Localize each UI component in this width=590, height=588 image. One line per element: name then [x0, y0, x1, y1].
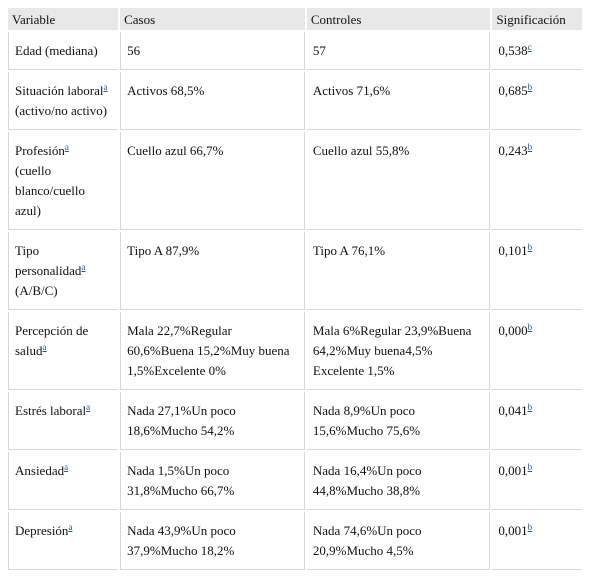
footnote-link[interactable]: b [527, 401, 533, 412]
footnote-link[interactable]: b [527, 241, 533, 252]
variable-name: Depresión [15, 523, 69, 538]
table-row: Situación laborala (activo/no activo) Act… [8, 72, 582, 130]
footnote-link[interactable]: b [527, 141, 533, 152]
footnote-link[interactable]: b [527, 521, 533, 532]
controles-cell: Nada 74,6%Un poco 20,9%Mucho 4,5% [306, 512, 491, 570]
table-row: Percepción de saluda Mala 22,7%Regular 6… [8, 312, 582, 390]
significance-value: 0,001 [498, 523, 528, 538]
variable-name: Estrés laboral [15, 403, 87, 418]
table-row: Ansiedada Nada 1,5%Un poco 31,8%Mucho 66… [8, 452, 582, 510]
casos-cell: Nada 1,5%Un poco 31,8%Mucho 66,7% [120, 452, 305, 510]
table-row: Depresióna Nada 43,9%Un poco 37,9%Mucho … [8, 512, 582, 570]
controles-cell: 57 [306, 32, 491, 70]
footnote-link[interactable]: a [86, 401, 91, 412]
casos-cell: Cuello azul 66,7% [120, 132, 305, 230]
table-row: Estrés laborala Nada 27,1%Un poco 18,6%M… [8, 392, 582, 450]
footnote-link[interactable]: c [527, 41, 532, 52]
controles-cell: Cuello azul 55,8% [306, 132, 491, 230]
casos-cell: Nada 43,9%Un poco 37,9%Mucho 18,2% [120, 512, 305, 570]
variable-name: Ansiedad [15, 463, 65, 478]
variable-detail: (cuello blanco/cuello azul) [15, 163, 86, 218]
footnote-link[interactable]: a [64, 141, 69, 152]
controles-cell: Nada 8,9%Un poco 15,6%Mucho 75,6% [306, 392, 491, 450]
footnote-link[interactable]: a [103, 81, 108, 92]
variable-name: Profesión [15, 143, 65, 158]
variable-name: Situación laboral [15, 83, 104, 98]
significance-value: 0,538 [498, 43, 528, 58]
casos-cell: Activos 68,5% [120, 72, 305, 130]
header-significacion: Significación [492, 8, 582, 30]
variable-detail: (activo/no activo) [15, 103, 108, 118]
significance-value: 0,000 [498, 323, 528, 338]
footnote-link[interactable]: b [527, 321, 533, 332]
significance-value: 0,101 [498, 243, 528, 258]
header-variable: Variable [8, 8, 119, 30]
significance-value: 0,001 [498, 463, 528, 478]
table-row: Tipo personalidada (A/B/C) Tipo A 87,9% T… [8, 232, 582, 310]
casos-cell: Tipo A 87,9% [120, 232, 305, 310]
footnote-link[interactable]: a [64, 461, 69, 472]
casos-cell: Nada 27,1%Un poco 18,6%Mucho 54,2% [120, 392, 305, 450]
header-row: Variable Casos Controles Significación [8, 8, 582, 30]
significance-value: 0,243 [498, 143, 528, 158]
variable-name: Edad (mediana) [15, 43, 98, 58]
footnote-link[interactable]: b [527, 461, 533, 472]
variable-name: Tipo personalidad [15, 243, 82, 278]
results-table: Variable Casos Controles Significación E… [6, 6, 584, 572]
casos-cell: Mala 22,7%Regular 60,6%Buena 15,2%Muy bu… [120, 312, 305, 390]
casos-cell: 56 [120, 32, 305, 70]
header-casos: Casos [120, 8, 305, 30]
variable-detail: (A/B/C) [15, 283, 58, 298]
footnote-link[interactable]: b [527, 81, 533, 92]
variable-name: Percepción de salud [15, 323, 89, 358]
footnote-link[interactable]: a [81, 261, 86, 272]
header-controles: Controles [306, 8, 491, 30]
table-row: Edad (mediana) 56 57 0,538c [8, 32, 582, 70]
controles-cell: Activos 71,6% [306, 72, 491, 130]
significance-value: 0,041 [498, 403, 528, 418]
controles-cell: Mala 6%Regular 23,9%Buena 64,2%Muy buena… [306, 312, 491, 390]
footnote-link[interactable]: a [68, 521, 73, 532]
table-row: Profesióna (cuello blanco/cuello azul) Cu… [8, 132, 582, 230]
controles-cell: Nada 16,4%Un poco 44,8%Mucho 38,8% [306, 452, 491, 510]
significance-value: 0,685 [498, 83, 528, 98]
footnote-link[interactable]: a [42, 341, 47, 352]
controles-cell: Tipo A 76,1% [306, 232, 491, 310]
